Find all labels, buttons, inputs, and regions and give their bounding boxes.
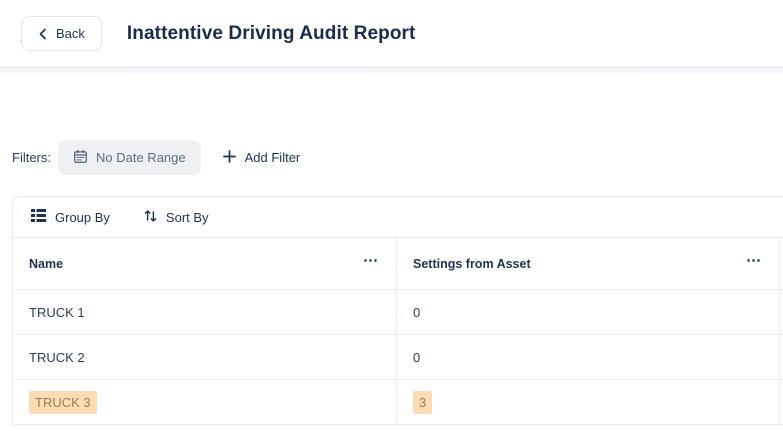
cell-name-value: TRUCK 3 [29, 390, 97, 414]
group-by-icon [31, 209, 46, 225]
add-filter-button[interactable]: Add Filter [215, 140, 309, 175]
sort-by-label: Sort By [165, 209, 209, 225]
report-table-card: Group By Sort By Name ⋯ Settings from As… [12, 196, 783, 425]
sort-arrows-icon [144, 209, 157, 226]
cell-name: TRUCK 1 [13, 290, 397, 334]
column-header-settings-from-asset: Settings from Asset ⋯ [397, 238, 780, 289]
chevron-left-icon [38, 28, 47, 40]
table-row[interactable]: TRUCK 3 3 [13, 379, 783, 424]
cell-name: TRUCK 3 [13, 380, 397, 424]
cell-settings-value: 0 [413, 304, 421, 320]
cell-name: TRUCK 2 [13, 335, 397, 379]
sort-by-button[interactable]: Sort By [142, 205, 211, 230]
table-toolbar: Group By Sort By [13, 197, 783, 238]
column-header-name: Name ⋯ [13, 238, 397, 289]
table-row[interactable]: TRUCK 2 0 [13, 334, 783, 379]
filters-bar: Filters: No Date Range Add Filter [12, 140, 783, 175]
plus-icon [222, 149, 236, 166]
back-button[interactable]: Back [21, 16, 102, 51]
column-menu-icon[interactable]: ⋯ [746, 253, 761, 274]
table-header-row: Name ⋯ Settings from Asset ⋯ [13, 238, 783, 289]
cell-settings-from-asset: 3 [397, 380, 780, 424]
column-menu-icon[interactable]: ⋯ [363, 253, 378, 274]
add-filter-label: Add Filter [244, 150, 301, 165]
cell-settings-from-asset: 0 [397, 290, 780, 334]
cell-settings-from-asset: 0 [397, 335, 780, 379]
back-button-label: Back [56, 26, 85, 41]
cell-name-value: TRUCK 2 [29, 349, 85, 365]
group-by-label: Group By [55, 209, 110, 225]
cell-name-value: TRUCK 1 [29, 304, 85, 320]
column-header-name-label: Name [29, 256, 64, 271]
filters-label: Filters: [12, 150, 51, 165]
date-range-filter-button[interactable]: No Date Range [58, 140, 201, 175]
calendar-icon [73, 149, 88, 167]
cell-settings-value: 3 [413, 390, 433, 414]
table-body: TRUCK 1 0 TRUCK 2 0 TRUCK 3 3 [13, 289, 783, 424]
cell-settings-value: 0 [413, 349, 421, 365]
group-by-button[interactable]: Group By [29, 205, 112, 229]
table-row[interactable]: TRUCK 1 0 [13, 289, 783, 334]
date-range-filter-label: No Date Range [96, 150, 186, 165]
top-bar: Back Inattentive Driving Audit Report [0, 0, 783, 77]
column-header-settings-label: Settings from Asset [413, 256, 531, 271]
page-title: Inattentive Driving Audit Report [126, 22, 416, 44]
